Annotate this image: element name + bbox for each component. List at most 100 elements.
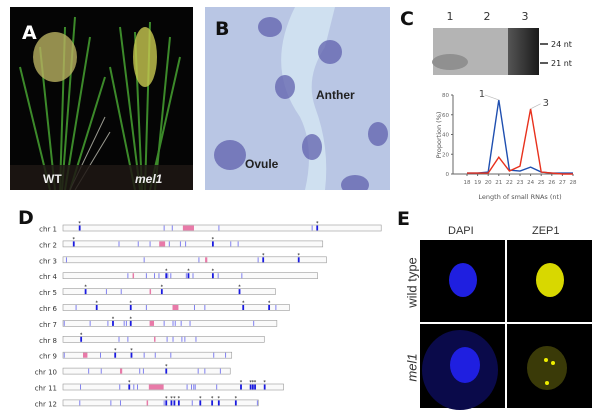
starred-marker	[129, 305, 132, 310]
marker	[137, 241, 139, 247]
marker	[139, 368, 141, 374]
starred-marker	[112, 320, 114, 326]
lane-1-label: 1	[447, 10, 454, 23]
marker	[100, 352, 101, 358]
series-3-label: 3	[543, 98, 549, 109]
marker	[154, 352, 156, 358]
starred-marker	[240, 384, 242, 390]
chromosome-bar	[62, 240, 324, 248]
chromosome-5: chr 5 * * *	[39, 285, 276, 297]
marker	[230, 241, 232, 247]
x-tick-label: 23	[517, 180, 524, 186]
starred-marker	[211, 241, 214, 247]
marker	[166, 336, 168, 342]
marker	[168, 241, 170, 247]
star-icon: *	[252, 380, 255, 386]
marker	[142, 368, 144, 374]
star-icon: *	[114, 348, 117, 354]
mel1-zep1-image	[507, 324, 592, 408]
marker	[133, 384, 135, 390]
starred-marker	[254, 384, 256, 390]
chromosome-bar	[62, 272, 318, 279]
marker	[163, 225, 165, 231]
zep1-column-label: ZEP1	[532, 225, 560, 237]
y-axis-label: Proportion (%)	[435, 112, 443, 159]
marker	[172, 336, 174, 342]
x-tick-label: 25	[538, 180, 545, 186]
marker	[107, 320, 109, 326]
star-icon: *	[129, 316, 132, 322]
chromosome-label: chr 5	[39, 289, 57, 297]
starred-marker	[129, 320, 132, 326]
star-icon: *	[165, 396, 168, 402]
marker	[184, 336, 186, 342]
star-icon: *	[268, 301, 271, 307]
chromosome-6: chr 6 * * * *	[39, 301, 290, 313]
panel-e-immunostaining-grid	[420, 240, 595, 410]
marker	[171, 225, 173, 231]
mel1-dapi-image	[420, 324, 505, 410]
dapi-column-label: DAPI	[448, 225, 474, 237]
chromosome-1: chr 1 * *	[39, 221, 382, 234]
marker	[167, 273, 169, 279]
starred-marker	[268, 305, 271, 310]
marker	[216, 384, 218, 390]
marker	[219, 368, 221, 374]
chromosome-bar	[62, 224, 382, 232]
marker	[241, 273, 243, 279]
chromosome-bar	[62, 320, 278, 327]
centromere	[119, 368, 123, 374]
chromosome-8: chr 8 *	[39, 332, 265, 345]
marker	[256, 400, 258, 406]
starred-marker	[238, 289, 241, 295]
starred-marker	[114, 352, 117, 358]
star-icon: *	[254, 380, 257, 386]
marker	[119, 384, 121, 390]
marker	[186, 384, 188, 390]
marker	[193, 305, 195, 310]
x-tick-label: 18	[464, 180, 471, 186]
marker	[145, 273, 147, 279]
starred-marker	[78, 225, 81, 231]
marker	[275, 305, 277, 310]
lane-2-label: 2	[484, 10, 491, 23]
marker	[257, 257, 259, 263]
star-icon: *	[212, 269, 215, 275]
marker	[123, 320, 125, 326]
marker	[89, 320, 91, 326]
panel-d-chromosome-map: chr 1* *chr 2* *chr 3* *chr 4* * *chr 5* * *chr…	[35, 221, 382, 408]
starred-marker	[160, 289, 163, 295]
lane-3-label: 3	[522, 10, 529, 23]
centromere	[82, 352, 88, 358]
x-tick-label: 27	[559, 180, 566, 186]
star-icon: *	[178, 396, 181, 402]
marker	[79, 400, 81, 406]
starred-marker	[187, 273, 190, 279]
series-1-label: 1	[479, 89, 485, 100]
marker	[204, 305, 206, 310]
star-icon: *	[80, 332, 83, 338]
chromosome-label: chr 7	[39, 321, 57, 329]
starred-marker	[95, 305, 98, 310]
centromere	[149, 320, 155, 326]
marker	[174, 320, 176, 326]
starred-marker	[234, 400, 237, 406]
panel-a-plant-photo	[10, 7, 193, 190]
chromosome-label: chr 1	[39, 226, 57, 234]
marker	[189, 320, 191, 326]
marker	[145, 305, 147, 310]
star-icon: *	[128, 380, 131, 386]
marker	[163, 320, 165, 326]
marker	[193, 384, 195, 390]
chromosome-label: chr 11	[35, 385, 57, 393]
starred-marker	[199, 400, 202, 406]
marker	[170, 273, 172, 279]
chromosome-label: chr 2	[39, 241, 57, 249]
centromere	[154, 336, 156, 342]
marker	[192, 273, 194, 279]
x-tick-label: 24	[527, 180, 534, 186]
marker	[143, 257, 145, 263]
ovule-label: Ovule	[245, 157, 279, 171]
star-icon: *	[129, 301, 132, 307]
